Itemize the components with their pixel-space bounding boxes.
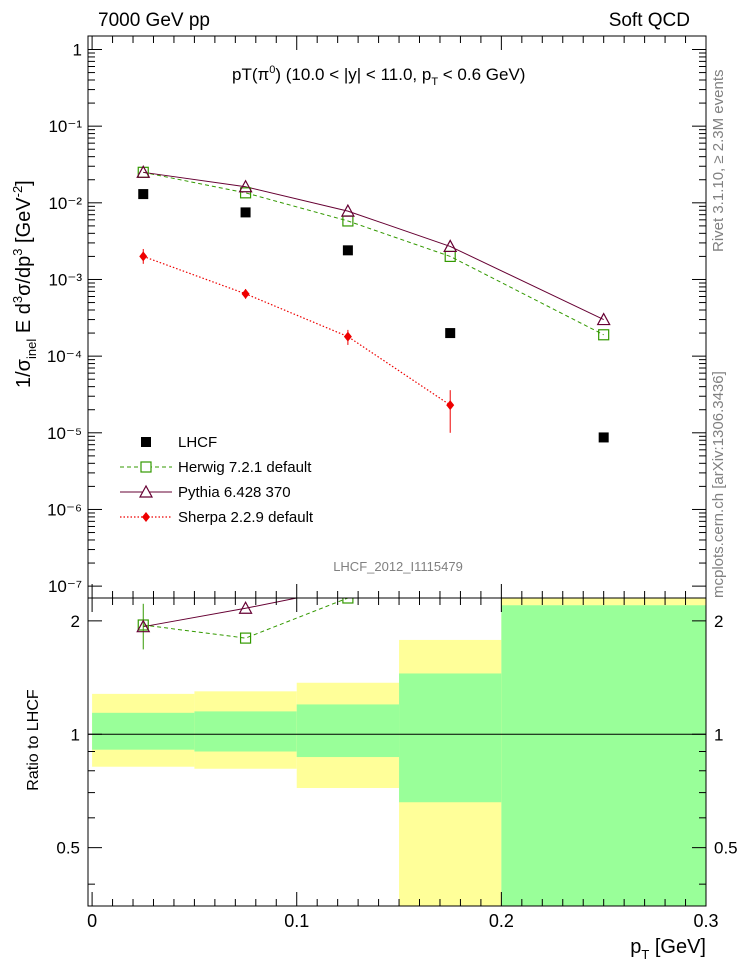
- ratio-pythia-point: [136, 619, 151, 633]
- legend-sherpa-marker: [142, 512, 150, 522]
- lhcf-point: [342, 245, 353, 256]
- pythia-point: [238, 179, 253, 193]
- ratio-pythia-line: [143, 598, 297, 628]
- header-left: 7000 GeV pp: [98, 10, 210, 31]
- ratio-band-inner: [399, 673, 502, 803]
- ratio-ytick-label: 0.5: [56, 839, 80, 858]
- ratio-band-inner: [194, 711, 297, 752]
- x-tick-label: 0.1: [284, 911, 309, 931]
- sherpa-point: [343, 331, 352, 342]
- pythia-point: [136, 165, 151, 178]
- legend-item: Sherpa 2.2.9 default: [120, 509, 314, 526]
- legend-item: Herwig 7.2.1 default: [120, 459, 312, 476]
- rivet-label: Rivet 3.1.10, ≥ 2.3M events: [710, 70, 727, 253]
- ratio-band-inner: [501, 605, 706, 906]
- lhcf-point: [598, 432, 609, 443]
- x-tick-label: 0.3: [693, 911, 718, 931]
- legend-herwig-marker: [140, 461, 152, 473]
- x-tick-label: 0.2: [489, 911, 514, 931]
- main-ytick-label: 1: [73, 40, 82, 59]
- herwig-point: [598, 329, 610, 341]
- main-ytick-label: 10⁻¹: [48, 117, 82, 136]
- ratio-frame: [87, 597, 707, 907]
- ratio-ytick-label-right: 2: [714, 612, 723, 631]
- legend-label: LHCF: [178, 434, 217, 451]
- legend-pythia-marker: [138, 484, 154, 498]
- pythia-point: [443, 239, 458, 253]
- lhcf-point: [445, 328, 456, 339]
- ratio-band-inner: [92, 712, 195, 750]
- main-ytick-label: 10⁻³: [48, 270, 82, 289]
- sherpa-line: [143, 255, 451, 406]
- main-ytick-label: 10⁻⁵: [47, 424, 82, 443]
- ratio-series: [136, 598, 354, 650]
- ratio-ytick-label: 1: [71, 725, 80, 744]
- main-ytick-label: 10⁻⁶: [47, 500, 82, 519]
- ratio-herwig-point: [239, 632, 252, 644]
- lhcf-point: [138, 189, 149, 200]
- mcplots-label: mcplots.cern.ch [arXiv:1306.3436]: [710, 371, 727, 598]
- ratio-herwig-line: [143, 598, 349, 639]
- pythia-point: [596, 312, 611, 326]
- ratio-band-inner: [296, 704, 400, 758]
- legend-label: Herwig 7.2.1 default: [178, 459, 312, 476]
- herwig-line: [143, 171, 604, 336]
- watermark: LHCF_2012_I1115479: [333, 559, 463, 574]
- legend-item: Pythia 6.428 370: [120, 484, 291, 501]
- main-ytick-label: 10⁻²: [48, 194, 82, 213]
- sherpa-point: [139, 251, 148, 262]
- ratio-plot-area: [88, 598, 706, 906]
- main-title: pT(π0) (10.0 < |y| < 11.0, pT < 0.6 GeV): [232, 64, 525, 88]
- ratio-ytick-label-right: 0.5: [714, 839, 738, 858]
- ratio-ylabel: Ratio to LHCF: [25, 689, 42, 791]
- lhcf-point: [240, 207, 251, 218]
- main-ytick-label: 10⁻⁷: [48, 577, 82, 596]
- sherpa-point: [241, 288, 250, 299]
- ratio-ytick-label: 2: [71, 612, 80, 631]
- legend: LHCF Herwig 7.2.1 default Pythia 6.428 370…: [120, 434, 314, 526]
- legend-lhcf-marker: [141, 437, 151, 447]
- header-right: Soft QCD: [609, 10, 690, 31]
- legend-label: Sherpa 2.2.9 default: [178, 509, 314, 526]
- legend-label: Pythia 6.428 370: [178, 484, 291, 501]
- main-plot-area: [136, 165, 611, 443]
- ratio-ytick-label-right: 1: [714, 725, 723, 744]
- ratio-pythia-point: [238, 601, 253, 614]
- x-axis-label: pT [GeV]: [630, 936, 706, 962]
- main-ylabel: 1/σinel E d3σ/dp3 [GeV-2]: [10, 180, 39, 388]
- sherpa-point: [446, 400, 455, 411]
- x-tick-label: 0: [87, 911, 97, 931]
- legend-item: LHCF: [141, 434, 217, 451]
- axes: 10⁻⁷ 10⁻⁶ 10⁻⁵ 10⁻⁴ 10⁻³ 10⁻² 10⁻¹ 1 0 0.1 0.2 0.3 0…: [47, 36, 738, 931]
- pythia-point: [340, 203, 355, 217]
- ratio-herwig-point: [342, 598, 354, 604]
- pythia-line: [143, 171, 604, 321]
- main-ytick-label: 10⁻⁴: [47, 347, 82, 366]
- herwig-point: [239, 187, 252, 199]
